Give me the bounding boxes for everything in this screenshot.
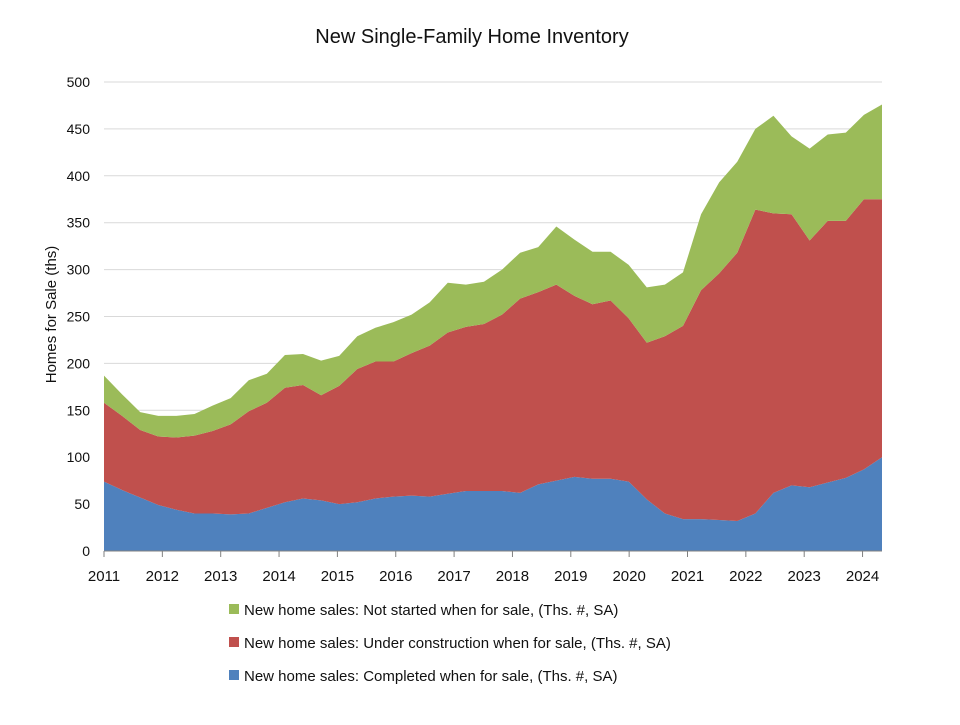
- y-tick-label: 400: [67, 168, 91, 184]
- y-tick-label: 450: [67, 121, 91, 137]
- y-axis-label: Homes for Sale (ths): [43, 246, 60, 384]
- legend-label: New home sales: Under construction when …: [244, 635, 671, 652]
- y-tick-label: 350: [67, 215, 91, 231]
- legend-label: New home sales: Completed when for sale,…: [244, 668, 618, 685]
- y-tick-label: 50: [74, 496, 90, 512]
- x-tick-label: 2019: [554, 568, 587, 585]
- area-series-1: [104, 457, 882, 551]
- x-tick-label: 2011: [88, 568, 120, 585]
- x-tick-label: 2020: [612, 568, 645, 585]
- x-tick-label: 2013: [204, 568, 237, 585]
- legend-label: New home sales: Not started when for sal…: [244, 602, 618, 619]
- x-tick-label: 2021: [671, 568, 704, 585]
- x-tick-label: 2018: [496, 568, 529, 585]
- x-tick-label: 2015: [321, 568, 354, 585]
- x-tick-label: 2017: [437, 568, 470, 585]
- x-tick-label: 2014: [262, 568, 295, 585]
- x-tick-label: 2016: [379, 568, 412, 585]
- legend-swatch: [229, 604, 239, 614]
- y-tick-label: 200: [67, 355, 91, 371]
- y-tick-label: 300: [67, 262, 91, 278]
- y-tick-label: 500: [67, 74, 91, 90]
- x-tick-label: 2012: [146, 568, 179, 585]
- y-tick-label: 100: [67, 449, 91, 465]
- area-series-2: [104, 199, 882, 521]
- y-tick-label: 0: [82, 543, 90, 559]
- x-tick-label: 2023: [788, 568, 821, 585]
- y-tick-label: 150: [67, 402, 91, 418]
- x-tick-label: 2022: [729, 568, 762, 585]
- x-tick-label: 2024: [846, 568, 879, 585]
- legend-swatch: [229, 670, 239, 680]
- chart-title: New Single-Family Home Inventory: [315, 26, 629, 48]
- y-tick-label: 250: [67, 309, 91, 325]
- legend-swatch: [229, 637, 239, 647]
